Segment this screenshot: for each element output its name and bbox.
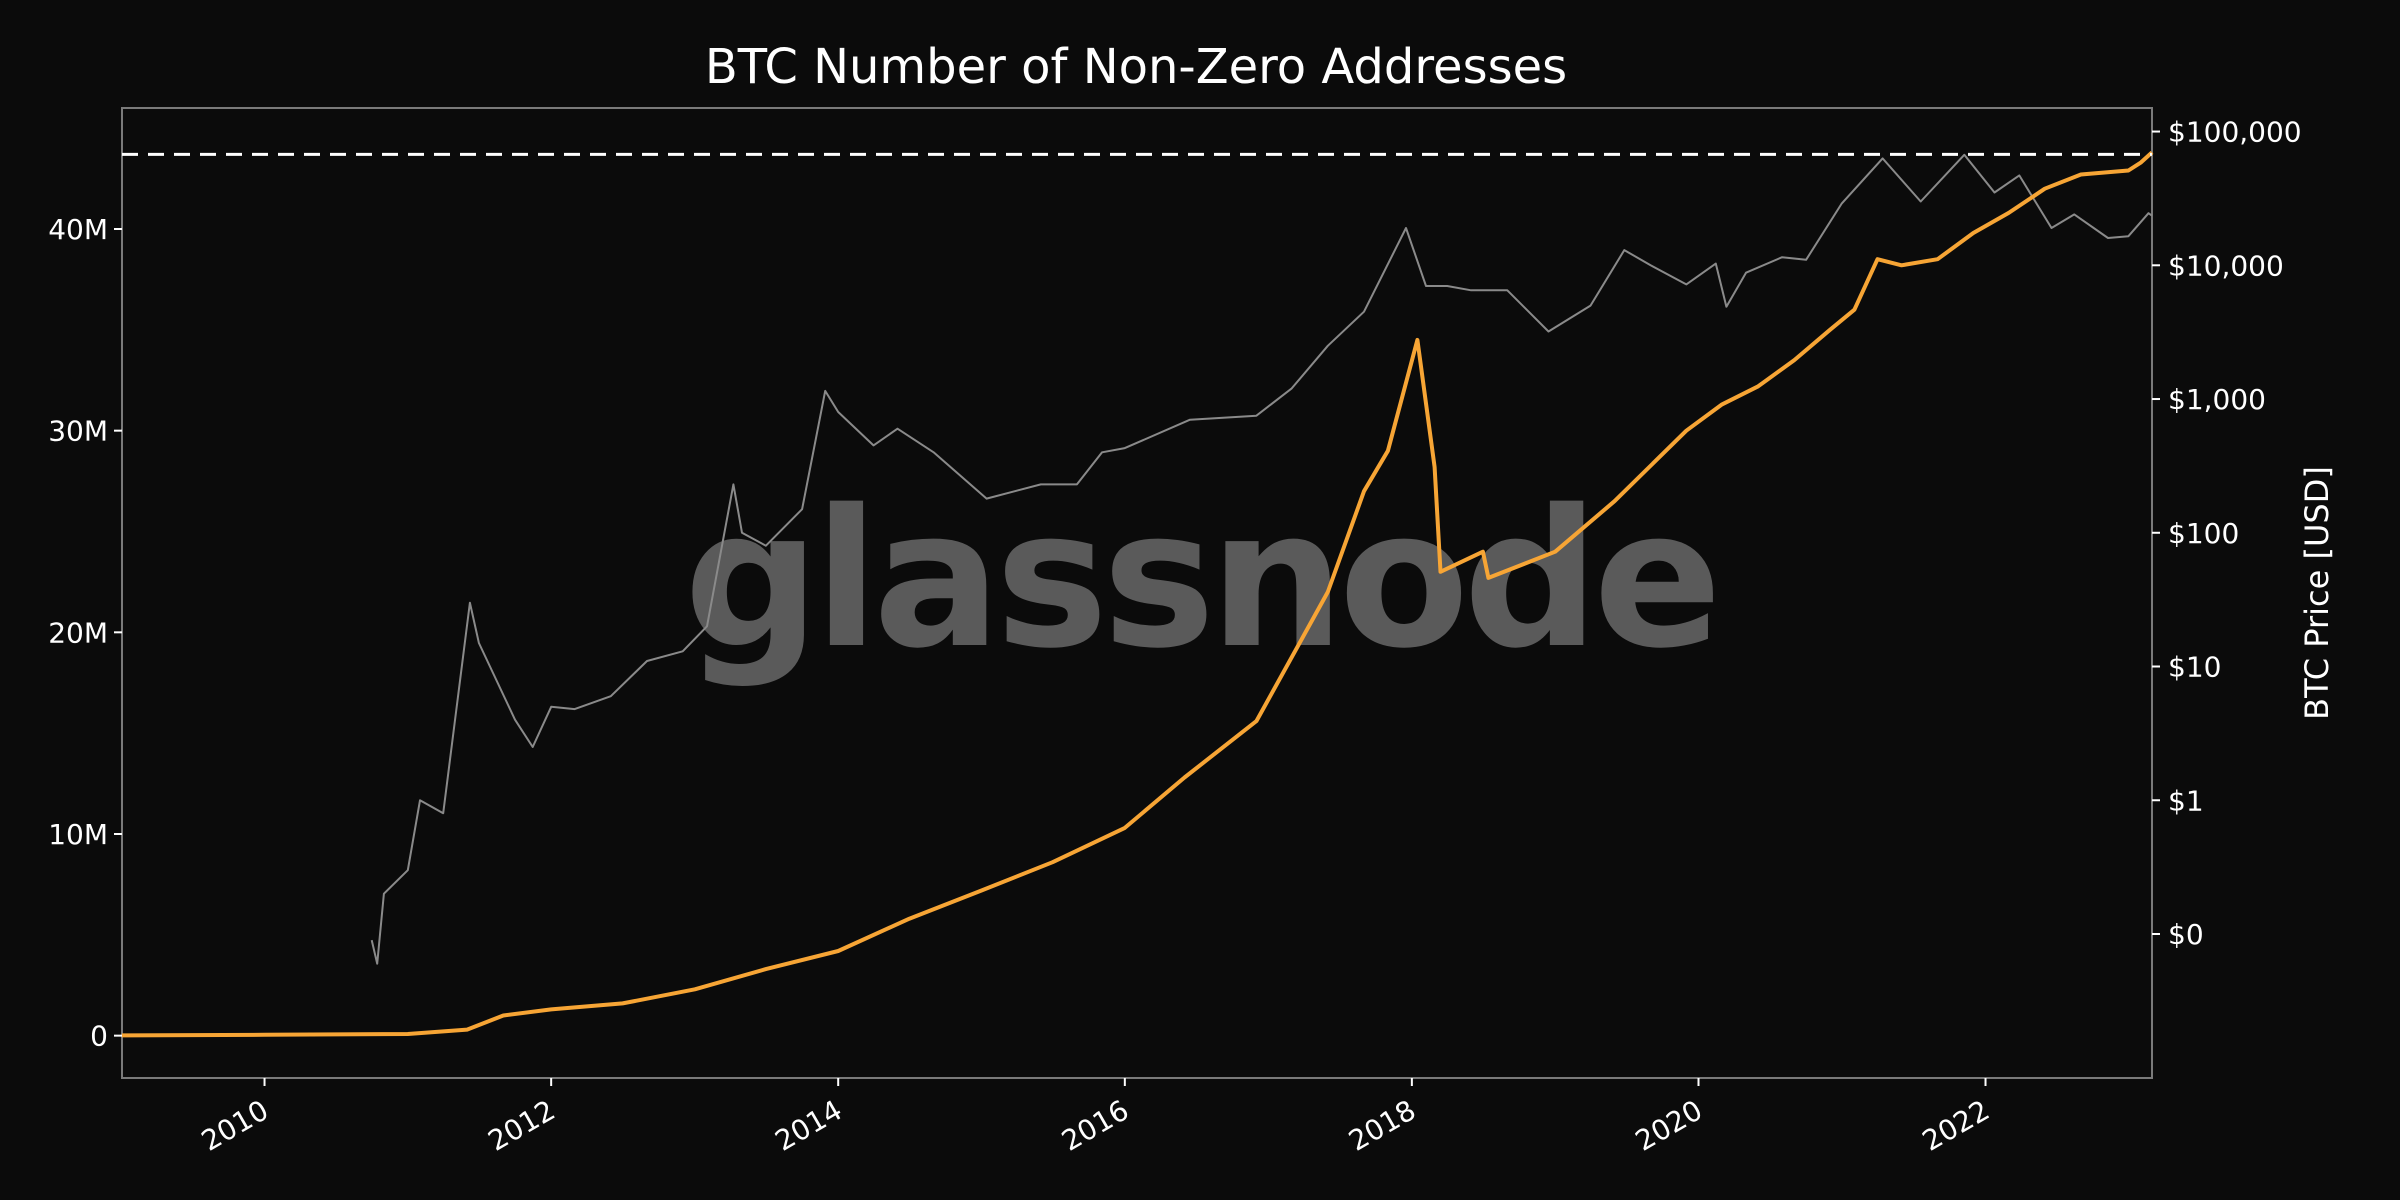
- right-tick-label-3: $100: [2168, 517, 2239, 550]
- right-axis-label: BTC Price [USD]: [2298, 466, 2336, 720]
- left-tick-label-2: 20M: [48, 616, 108, 649]
- right-tick-label-5: $10,000: [2168, 249, 2284, 282]
- x-tick-label-3: 2016: [1056, 1093, 1134, 1157]
- non-zero-addresses-line: [121, 150, 2154, 1038]
- right-tick-label-4: $1,000: [2168, 383, 2266, 416]
- left-tick-label-1: 10M: [48, 818, 108, 851]
- right-y-axis: $0 $1 $10 $100 $1,000 $10,000 $100,000: [2152, 116, 2302, 951]
- x-tick-label-2: 2014: [769, 1093, 847, 1157]
- left-tick-label-0: 0: [90, 1020, 108, 1053]
- right-tick-label-6: $100,000: [2168, 116, 2302, 149]
- left-tick-label-4: 40M: [48, 213, 108, 246]
- left-y-axis: 0 10M 20M 30M 40M: [48, 213, 122, 1053]
- plot-area: [121, 107, 2153, 1079]
- right-tick-label-1: $1: [2168, 784, 2204, 817]
- series-lines: [121, 150, 2154, 1038]
- x-tick-label-1: 2012: [482, 1093, 560, 1157]
- watermark: glassnode: [684, 469, 1716, 690]
- x-tick-label-4: 2018: [1343, 1093, 1421, 1157]
- x-tick-label-5: 2020: [1630, 1093, 1708, 1157]
- left-tick-label-3: 30M: [48, 415, 108, 448]
- btc-price-line: [370, 153, 2153, 965]
- x-axis: 2010 2012 2014 2016 2018 2020 2022: [196, 1078, 1995, 1158]
- right-tick-label-0: $0: [2168, 918, 2204, 951]
- x-tick-label-0: 2010: [196, 1093, 274, 1157]
- x-tick-label-6: 2022: [1917, 1093, 1995, 1157]
- right-tick-label-2: $10: [2168, 651, 2221, 684]
- chart-title: BTC Number of Non-Zero Addresses: [705, 39, 1567, 95]
